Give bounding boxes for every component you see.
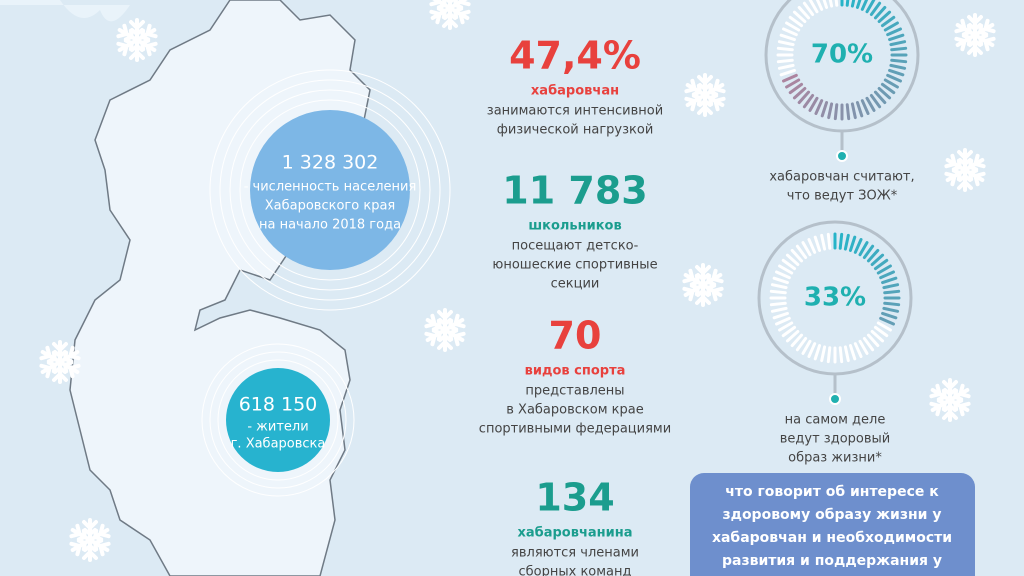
fact-subject: хабаровчан: [531, 84, 619, 99]
region-value: 1 328 302: [282, 152, 379, 174]
fact-subject: видов спорта: [525, 364, 626, 379]
rings: [201, 69, 451, 497]
gauge-label: 70%: [811, 40, 873, 70]
fact-subject: хабаровчанина: [517, 526, 632, 541]
city-text: г. Хабаровска: [231, 437, 326, 452]
fact-text: в Хабаровском крае: [506, 403, 643, 418]
city-text: - жители: [247, 420, 308, 435]
gauge-ticks: [776, 0, 908, 121]
gauge-text: образ жизни*: [788, 451, 882, 466]
note-text: здоровому образу жизни у: [723, 507, 942, 523]
note-text: развития и поддержания у: [722, 553, 942, 569]
gauge-text: на самом деле: [785, 413, 886, 428]
gauge-text: ведут здоровый: [780, 432, 890, 447]
note-box: [690, 473, 975, 576]
gauge-dot: [836, 150, 848, 162]
ice: [0, 0, 130, 22]
fact-text: представлены: [525, 384, 624, 399]
city-circle: [226, 368, 330, 472]
fact-text: занимаются интенсивной: [487, 104, 663, 119]
note-text: что говорит об интересе к: [725, 484, 939, 500]
region-text: Хабаровского края: [265, 199, 395, 214]
fact-text: посещают детско-: [512, 239, 639, 254]
gauge-ticks: [769, 232, 901, 364]
fact-subject: школьников: [528, 219, 621, 234]
city-value: 618 150: [239, 394, 318, 416]
fact-text: сборных команд: [518, 565, 631, 576]
region-text: на начало 2018 года: [259, 218, 401, 233]
note-text: хабаровчан и необходимости: [712, 530, 952, 546]
gauge-text: что ведут ЗОЖ*: [787, 189, 898, 204]
fact-text: юношеские спортивные: [492, 258, 657, 273]
fact-value: 134: [535, 476, 614, 520]
fact-value: 11 783: [502, 169, 647, 213]
fact-value: 70: [549, 314, 602, 358]
region-circle: [250, 110, 410, 270]
fact-text: физической нагрузкой: [497, 123, 654, 138]
region-text: - численность населения: [244, 180, 417, 195]
fact-text: являются членами: [511, 546, 639, 561]
gauge-text: хабаровчан считают,: [769, 170, 914, 185]
gauge-dot: [829, 393, 841, 405]
fact-text: спортивными федерациями: [479, 422, 671, 437]
fact-text: секции: [551, 277, 600, 292]
fact-value: 47,4%: [509, 34, 641, 78]
gauge-label: 33%: [804, 283, 866, 313]
